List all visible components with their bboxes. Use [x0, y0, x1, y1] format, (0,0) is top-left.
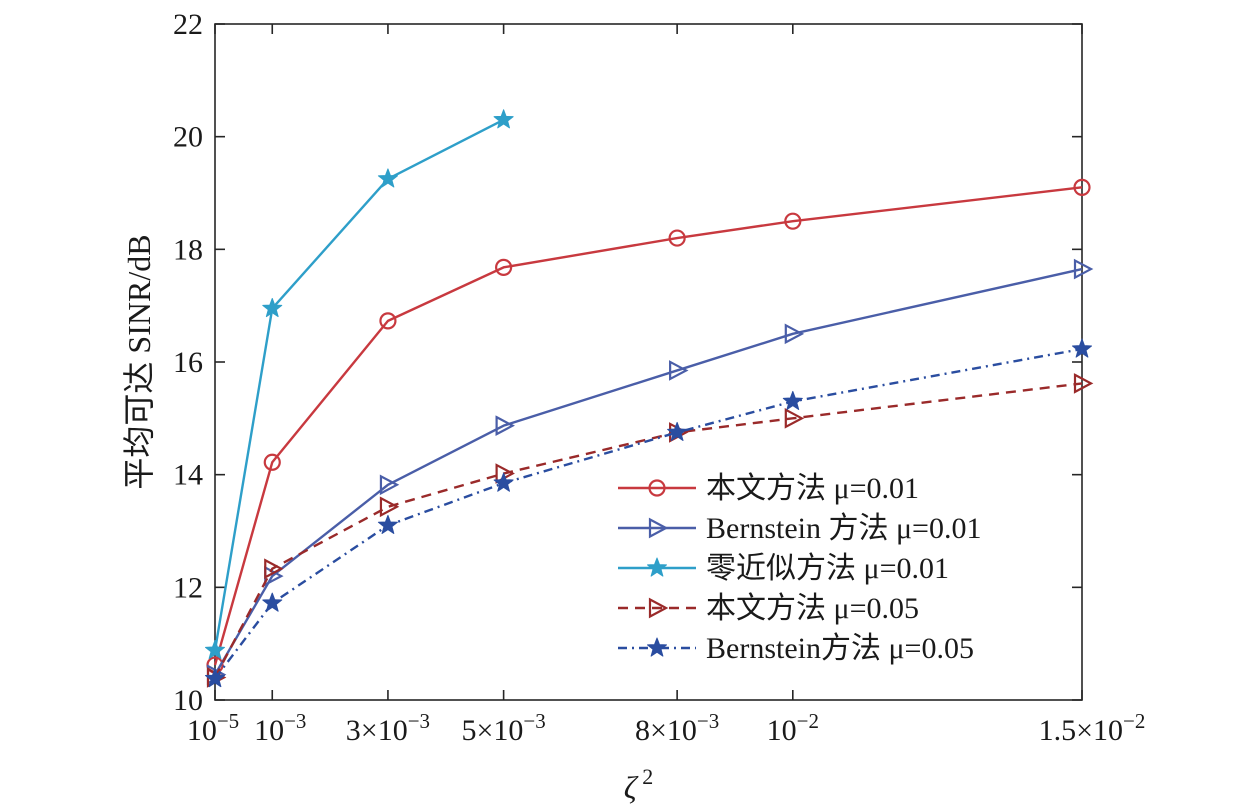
x-tick-label: 5×10−3: [461, 709, 545, 747]
data-point: [495, 258, 513, 276]
data-point: [377, 168, 398, 188]
legend-entry: Bernstein 方法 μ=0.01: [618, 512, 981, 545]
data-point: [782, 390, 803, 411]
series-group: [204, 109, 1094, 688]
series-3: [204, 109, 514, 660]
data-point: [377, 514, 398, 534]
legend-label: 本文方法 μ=0.05: [706, 592, 919, 625]
legend-marker: [646, 557, 668, 577]
series-line: [213, 118, 505, 651]
x-tick-label: 3×10−3: [346, 709, 430, 747]
data-point: [668, 229, 686, 247]
plot-frame: [214, 23, 1083, 701]
legend-marker: [648, 479, 666, 497]
data-point: [784, 323, 805, 345]
legend-label: 零近似方法 μ=0.01: [706, 552, 949, 585]
legend-entry: Bernstein方法 μ=0.05: [618, 632, 974, 665]
data-point: [1073, 258, 1094, 280]
y-tick-label: 12: [173, 571, 203, 604]
series-2: [206, 258, 1094, 685]
data-point: [1073, 178, 1091, 196]
data-point: [1073, 373, 1094, 394]
data-point: [379, 312, 397, 330]
data-point: [495, 415, 515, 436]
data-point: [667, 421, 688, 442]
legend-marker: [648, 517, 669, 539]
data-point: [493, 472, 514, 492]
x-tick-label: 8×10−3: [635, 709, 719, 747]
legend-entry: 零近似方法 μ=0.01: [618, 552, 949, 585]
series-5: [204, 338, 1093, 688]
data-point: [204, 668, 226, 688]
x-tick-label: 10−5: [187, 709, 239, 747]
series-1: [206, 178, 1091, 674]
y-tick-label: 10: [173, 684, 203, 717]
axes: 10 12 14 16 18 20 22 10−5 10−3 3×10−3 5×10−3 8×10−3…: [173, 8, 1145, 747]
series-line: [213, 186, 1083, 666]
data-point: [784, 408, 805, 429]
legend-label: Bernstein 方法 μ=0.01: [706, 512, 981, 545]
data-point: [1071, 338, 1093, 358]
legend-marker: [648, 597, 669, 619]
data-point: [493, 109, 514, 129]
series-line: [213, 267, 1083, 676]
data-point: [263, 453, 281, 471]
x-tick-label: 10−2: [767, 709, 819, 747]
legend-label: Bernstein方法 μ=0.05: [706, 632, 974, 665]
x-tick-label: 1.5×10−2: [1039, 709, 1146, 747]
legend: 本文方法 μ=0.01 Bernstein 方法 μ=0.01 零近似方法 μ=0.…: [618, 472, 981, 665]
legend-marker: [646, 637, 668, 657]
y-tick-label: 20: [173, 121, 203, 154]
data-point: [262, 592, 283, 612]
data-point: [784, 212, 802, 230]
data-point: [379, 496, 400, 518]
data-point: [669, 360, 689, 381]
plot-area: [214, 23, 1083, 701]
legend-entry: 本文方法 μ=0.05: [618, 592, 919, 625]
y-tick-label: 18: [173, 233, 203, 266]
y-tick-label: 14: [173, 459, 203, 492]
data-point: [379, 474, 400, 496]
legend-entry: 本文方法 μ=0.01: [618, 472, 919, 505]
data-point: [262, 297, 283, 318]
y-tick-label: 22: [173, 8, 203, 41]
y-tick-label: 16: [173, 346, 203, 379]
y-axis-title: 平均可达 SINR/dB: [121, 234, 157, 489]
x-axis-title: ζ 2: [624, 764, 653, 805]
data-point: [204, 639, 226, 660]
legend-label: 本文方法 μ=0.01: [706, 472, 919, 505]
x-tick-label: 10−3: [254, 709, 306, 747]
data-point: [264, 558, 284, 580]
